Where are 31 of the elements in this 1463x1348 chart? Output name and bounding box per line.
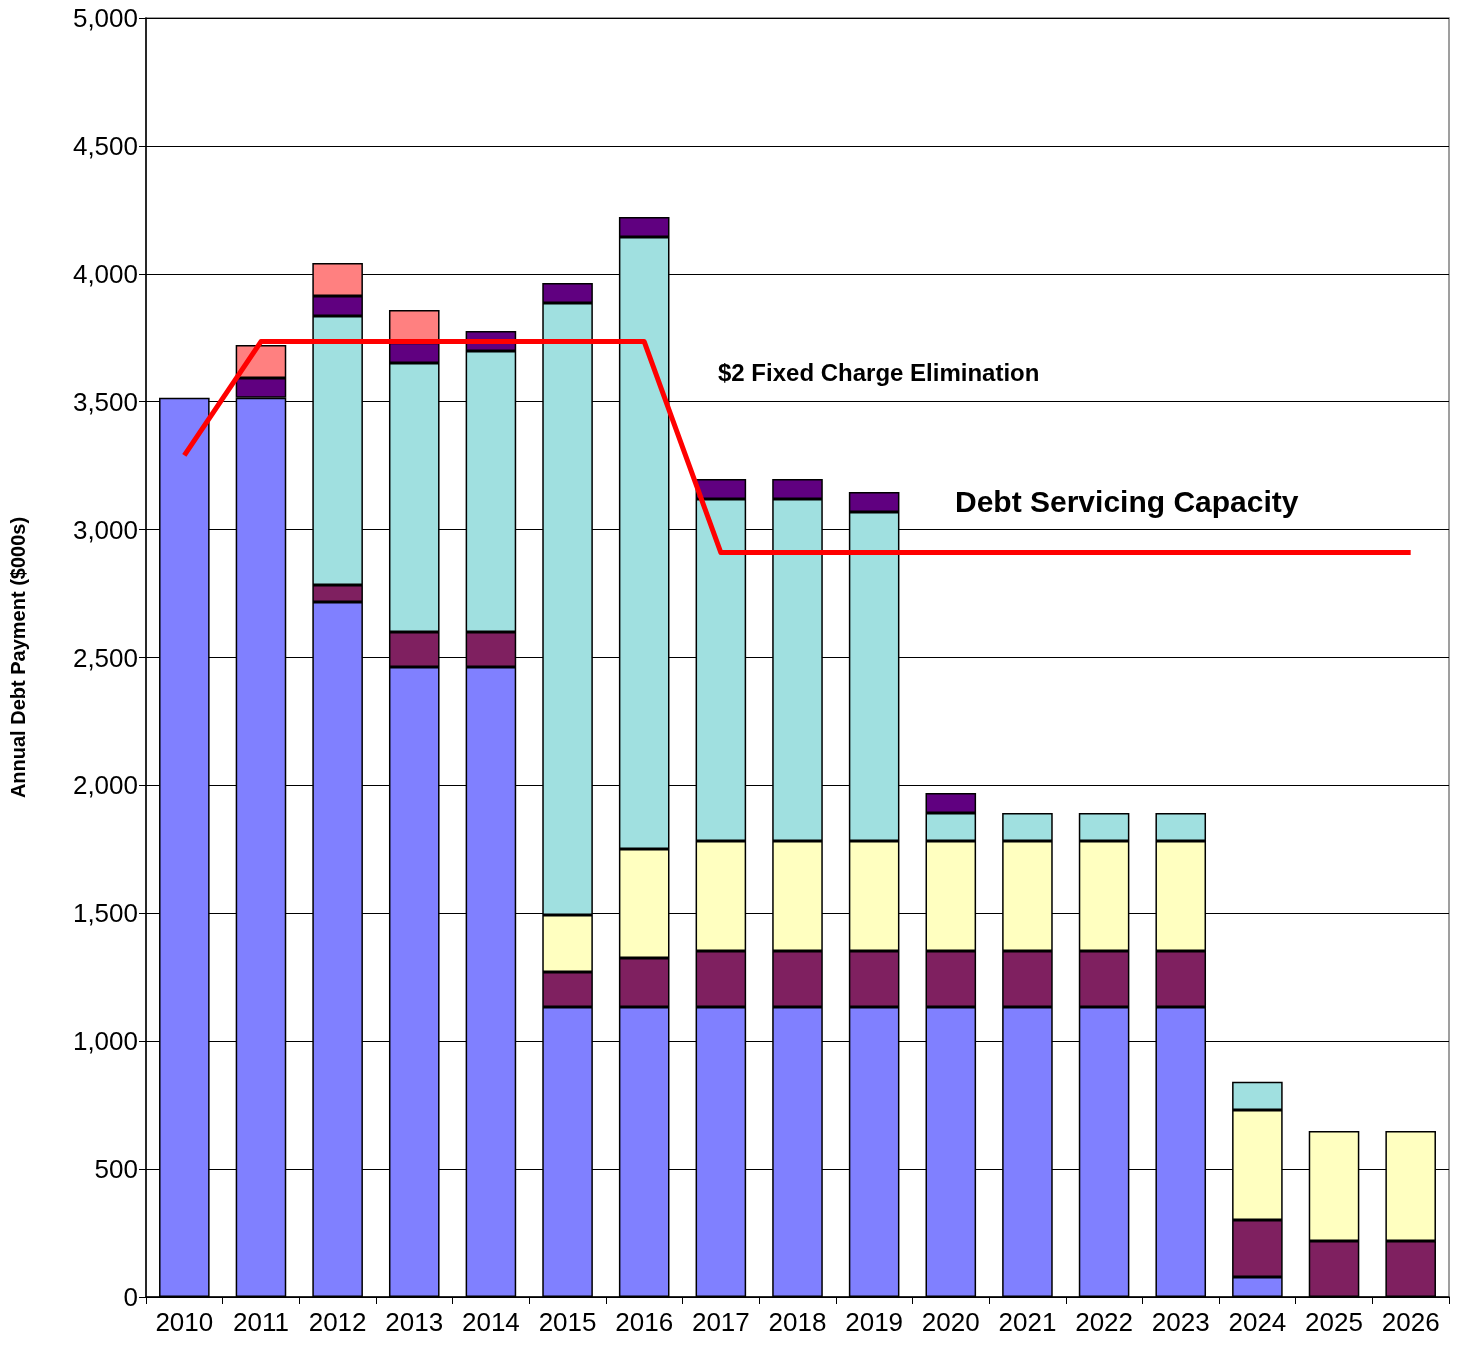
y-tick-label: 500	[94, 1154, 138, 1185]
y-tick-label: 3,000	[72, 514, 138, 545]
x-tick-label: 2020	[921, 1307, 980, 1337]
x-tick-label: 2025	[1305, 1307, 1363, 1337]
x-tick-label: 2017	[691, 1307, 750, 1337]
y-tick-label: 5,000	[72, 3, 138, 33]
x-tick-label: 2021	[998, 1307, 1057, 1337]
x-tick-label: 2016	[615, 1307, 674, 1337]
x-tick-label: 2013	[385, 1307, 444, 1337]
x-tick-label: 2014	[461, 1307, 520, 1337]
y-tick-label: 4,500	[72, 130, 138, 161]
y-tick-label: 2,000	[72, 770, 138, 801]
x-tick-label: 2018	[768, 1307, 827, 1337]
y-tick-label: 4,000	[72, 258, 138, 289]
y-axis-title: Annual Debt Payment ($000s)	[7, 516, 29, 799]
series-label: Debt Servicing Capacity	[955, 484, 1299, 518]
x-tick-label: 2011	[233, 1307, 289, 1337]
x-tick-label: 2010	[155, 1307, 214, 1337]
x-tick-label: 2023	[1151, 1307, 1210, 1337]
x-tick-label: 2022	[1075, 1307, 1134, 1337]
y-tick-label: 1,000	[72, 1026, 138, 1057]
y-tick-label: 1,500	[72, 898, 138, 929]
y-tick-label: 3,500	[72, 386, 138, 417]
y-tick-label: 0	[123, 1282, 138, 1312]
annotation: $2 Fixed Charge Elimination	[718, 358, 1040, 386]
x-tick-label: 2012	[308, 1307, 367, 1337]
x-tick-label: 2026	[1381, 1307, 1440, 1337]
x-tick-label: 2015	[538, 1307, 597, 1337]
x-tick-label: 2019	[845, 1307, 904, 1337]
y-tick-label: 2,500	[72, 642, 138, 673]
x-tick-label: 2024	[1228, 1307, 1287, 1337]
